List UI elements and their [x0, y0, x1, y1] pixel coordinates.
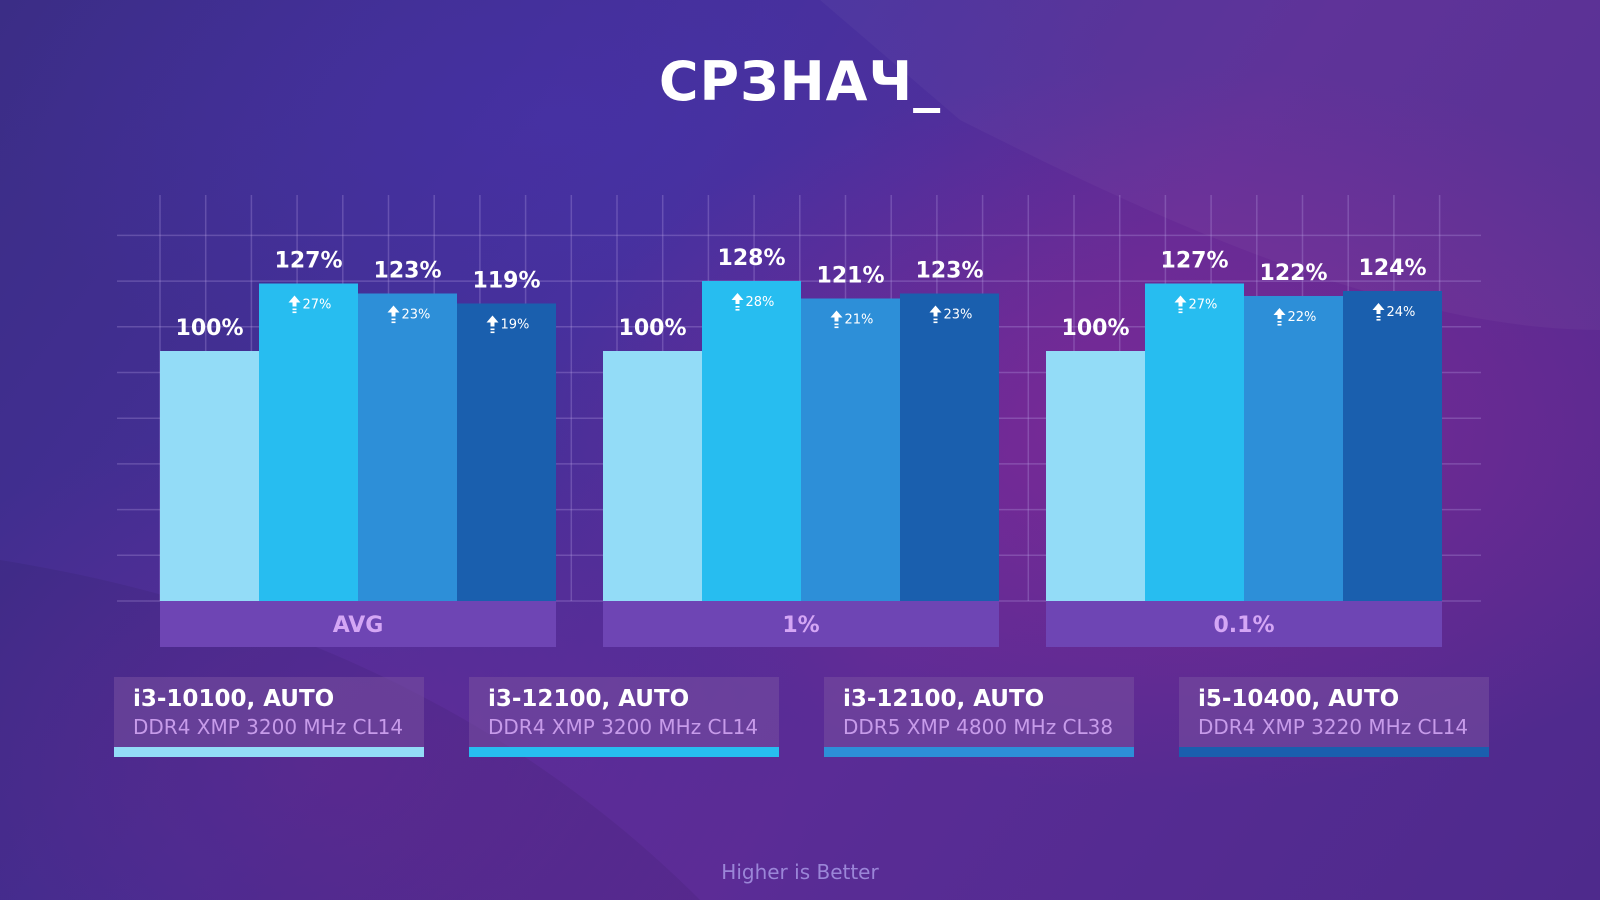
category-label: AVG	[333, 613, 384, 638]
bar-value-label: 119%	[473, 269, 541, 294]
up-arrow-icon	[830, 310, 843, 329]
category-bands: AVG 1% 0.1%	[160, 601, 1442, 647]
bar-value-label: 123%	[374, 259, 442, 284]
up-arrow-icon	[1174, 295, 1187, 314]
bar-value-label: 100%	[619, 316, 687, 341]
legend-cpu-label: i3-10100, AUTO	[133, 686, 335, 712]
bar-delta-label: 21%	[845, 313, 874, 328]
bar-delta-label: 27%	[1189, 298, 1218, 313]
chart-title: СРЗНАЧ_	[658, 50, 942, 113]
chart-bars: 100% 127% 27% 123% 23% 119% 19% 100% 128% 28% 121%…	[160, 246, 1442, 601]
up-arrow-icon	[1372, 303, 1385, 321]
up-arrow-icon	[288, 295, 301, 314]
bar-value-label: 128%	[718, 246, 786, 271]
bar-delta-label: 28%	[746, 295, 775, 310]
legend-cpu-label: i5-10400, AUTO	[1198, 686, 1400, 712]
bar-delta-label: 27%	[303, 298, 332, 313]
bar-delta-label: 22%	[1288, 310, 1317, 325]
bar-value-label: 122%	[1260, 261, 1328, 286]
legend-color-swatch	[469, 747, 779, 757]
bar	[160, 351, 259, 601]
bar	[259, 283, 358, 601]
legend-memory-label: DDR4 XMP 3200 MHz CL14	[488, 715, 759, 739]
bar-delta-label: 23%	[944, 308, 973, 323]
bar-value-label: 124%	[1359, 256, 1427, 281]
category-band	[603, 601, 999, 647]
category-band	[160, 601, 556, 647]
bar	[801, 298, 900, 601]
bar-value-label: 127%	[1161, 249, 1229, 274]
bar	[603, 351, 702, 601]
legend-cpu-label: i3-12100, AUTO	[488, 686, 690, 712]
legend-item-3: i3-12100, AUTO DDR5 XMP 4800 MHz CL38	[824, 677, 1134, 757]
legend-color-swatch	[1179, 747, 1489, 757]
legend-memory-label: DDR4 XMP 3220 MHz CL14	[1198, 715, 1469, 739]
bar-value-label: 127%	[275, 249, 343, 274]
legend-item-4: i5-10400, AUTO DDR4 XMP 3220 MHz CL14	[1179, 677, 1489, 757]
bar-delta-label: 24%	[1387, 305, 1416, 320]
bar-delta-label: 19%	[501, 318, 530, 333]
up-arrow-icon	[929, 305, 942, 324]
bar-value-label: 123%	[916, 259, 984, 284]
legend-color-swatch	[114, 747, 424, 757]
legend-memory-label: DDR4 XMP 3200 MHz CL14	[133, 715, 404, 739]
bar	[1343, 291, 1442, 601]
legend-cpu-label: i3-12100, AUTO	[843, 686, 1045, 712]
legend-item-2: i3-12100, AUTO DDR4 XMP 3200 MHz CL14	[469, 677, 779, 757]
legend-item-1: i3-10100, AUTO DDR4 XMP 3200 MHz CL14	[114, 677, 424, 757]
bar	[900, 293, 999, 601]
legend-color-swatch	[824, 747, 1134, 757]
bar	[358, 293, 457, 601]
up-arrow-icon	[1273, 308, 1286, 326]
bar	[457, 303, 556, 601]
legend-memory-label: DDR5 XMP 4800 MHz CL38	[843, 715, 1114, 739]
bar	[702, 281, 801, 601]
category-label: 1%	[782, 613, 819, 638]
up-arrow-icon	[387, 305, 400, 324]
bar	[1244, 296, 1343, 601]
category-band	[1046, 601, 1442, 647]
bar	[1145, 283, 1244, 601]
up-arrow-icon	[486, 315, 499, 334]
bar	[1046, 351, 1145, 601]
bar-delta-label: 23%	[402, 308, 431, 323]
category-label: 0.1%	[1213, 613, 1274, 638]
bar-value-label: 100%	[176, 316, 244, 341]
bar-value-label: 121%	[817, 264, 885, 289]
bar-value-label: 100%	[1062, 316, 1130, 341]
up-arrow-icon	[731, 293, 744, 311]
footer-note: Higher is Better	[721, 860, 879, 884]
